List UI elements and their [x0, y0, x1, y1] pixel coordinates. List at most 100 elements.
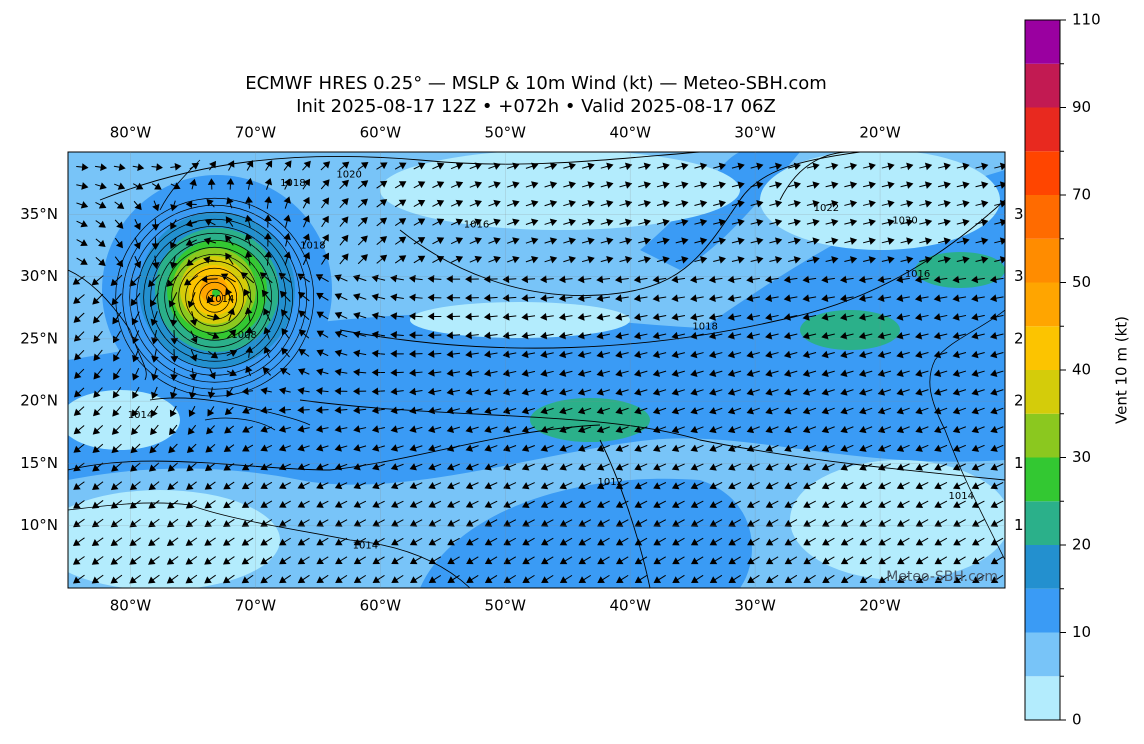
- wind-arrow: [615, 331, 629, 340]
- wind-arrow: [150, 311, 158, 327]
- wind-arrow: [190, 330, 198, 344]
- wind-arrow: [260, 463, 273, 471]
- wind-arrow: [806, 162, 820, 171]
- wind-arrow: [559, 500, 573, 508]
- wind-arrow: [671, 388, 685, 396]
- isobar-label: 1020: [892, 216, 917, 227]
- wind-arrow: [339, 253, 349, 265]
- wind-arrow: [690, 331, 704, 340]
- wind-arrow: [652, 294, 667, 302]
- isobar-label: 1014: [209, 294, 234, 305]
- wind-arrow: [765, 313, 779, 321]
- wind-arrow: [413, 181, 426, 189]
- lon-label-top: 20°W: [859, 124, 901, 142]
- wind-arrow: [484, 369, 498, 377]
- wind-arrow: [615, 463, 629, 471]
- wind-arrow: [896, 519, 910, 527]
- wind-arrow: [203, 237, 217, 245]
- wind-arrow: [933, 369, 948, 377]
- wind-arrow: [877, 350, 892, 359]
- wind-arrow: [206, 294, 215, 304]
- wind-arrow: [166, 518, 179, 528]
- wind-arrow: [956, 256, 970, 264]
- wind-arrow: [264, 214, 272, 228]
- wind-arrow: [390, 331, 404, 339]
- wind-arrow: [558, 350, 573, 359]
- wind-arrow: [334, 500, 348, 508]
- wind-arrow: [465, 500, 479, 508]
- wind-arrow: [503, 463, 517, 471]
- wind-arrow: [112, 387, 122, 399]
- wind-arrow: [321, 234, 329, 247]
- wind-arrow: [788, 237, 801, 245]
- wind-arrow: [151, 218, 160, 231]
- wind-arrow: [638, 181, 652, 189]
- wind-arrow: [446, 312, 461, 321]
- wind-arrow: [278, 444, 291, 452]
- wind-arrow: [483, 294, 498, 302]
- wind-arrow: [597, 500, 610, 508]
- wind-arrow: [507, 255, 520, 264]
- wind-arrow: [975, 181, 989, 189]
- wind-arrow: [728, 574, 741, 584]
- isobar-label: 1014: [353, 541, 378, 552]
- wind-arrow: [990, 556, 1004, 565]
- wind-arrow: [93, 387, 103, 398]
- wind-arrow: [877, 369, 892, 377]
- wind-arrow: [92, 293, 104, 305]
- wind-arrow: [151, 237, 160, 250]
- colorbar-tick-label: 30: [1072, 448, 1091, 466]
- wind-arrow: [634, 537, 648, 546]
- wind-arrow: [483, 331, 498, 340]
- wind-arrow: [975, 162, 989, 171]
- wind-arrow: [540, 444, 554, 452]
- wind-arrow: [265, 160, 273, 171]
- colorbar-tick-label: 0: [1072, 711, 1082, 729]
- wind-arrow: [446, 444, 460, 452]
- lon-label-top: 50°W: [485, 124, 527, 142]
- wind-arrow: [558, 275, 573, 284]
- wind-arrow: [728, 556, 741, 565]
- wind-arrow: [113, 349, 121, 362]
- wind-arrow: [316, 519, 329, 527]
- wind-arrow: [897, 556, 910, 565]
- wind-arrow: [802, 425, 817, 434]
- wind-arrow: [914, 313, 929, 321]
- wind-arrow: [450, 255, 464, 263]
- wind-arrow: [260, 425, 273, 433]
- wind-arrow: [858, 313, 873, 321]
- wind-arrow: [151, 348, 159, 363]
- colorbar-band: [1025, 676, 1060, 720]
- wind-arrow: [858, 275, 873, 284]
- wind-arrow: [727, 294, 742, 303]
- wind-arrow: [131, 311, 140, 326]
- wind-arrow: [914, 294, 929, 303]
- wind-arrow: [581, 237, 595, 245]
- wind-arrow: [953, 556, 966, 565]
- wind-arrow: [633, 331, 648, 340]
- wind-arrow: [728, 537, 741, 546]
- wind-arrow: [989, 275, 1004, 284]
- wind-arrow: [615, 519, 629, 527]
- wind-arrow: [484, 537, 498, 546]
- wind-arrow: [339, 216, 349, 227]
- wind-arrow: [224, 234, 234, 246]
- wind-arrow: [616, 574, 629, 584]
- wind-arrow: [896, 407, 910, 415]
- lat-label-left: 35°N: [20, 205, 58, 223]
- wind-arrow: [802, 313, 817, 321]
- wind-arrow: [91, 556, 104, 565]
- wind-arrow: [73, 462, 85, 472]
- wind-arrow: [185, 500, 198, 509]
- wind-arrow: [937, 237, 951, 245]
- wind-arrow: [844, 218, 858, 227]
- wind-arrow: [859, 519, 873, 527]
- wind-arrow: [133, 219, 141, 231]
- wind-arrow: [900, 237, 914, 245]
- wind-arrow: [690, 537, 704, 546]
- wind-arrow: [278, 387, 291, 395]
- wind-arrow: [615, 556, 629, 565]
- wind-arrow: [746, 350, 760, 359]
- lat-label-left: 30°N: [20, 267, 58, 285]
- wind-arrow: [544, 237, 558, 245]
